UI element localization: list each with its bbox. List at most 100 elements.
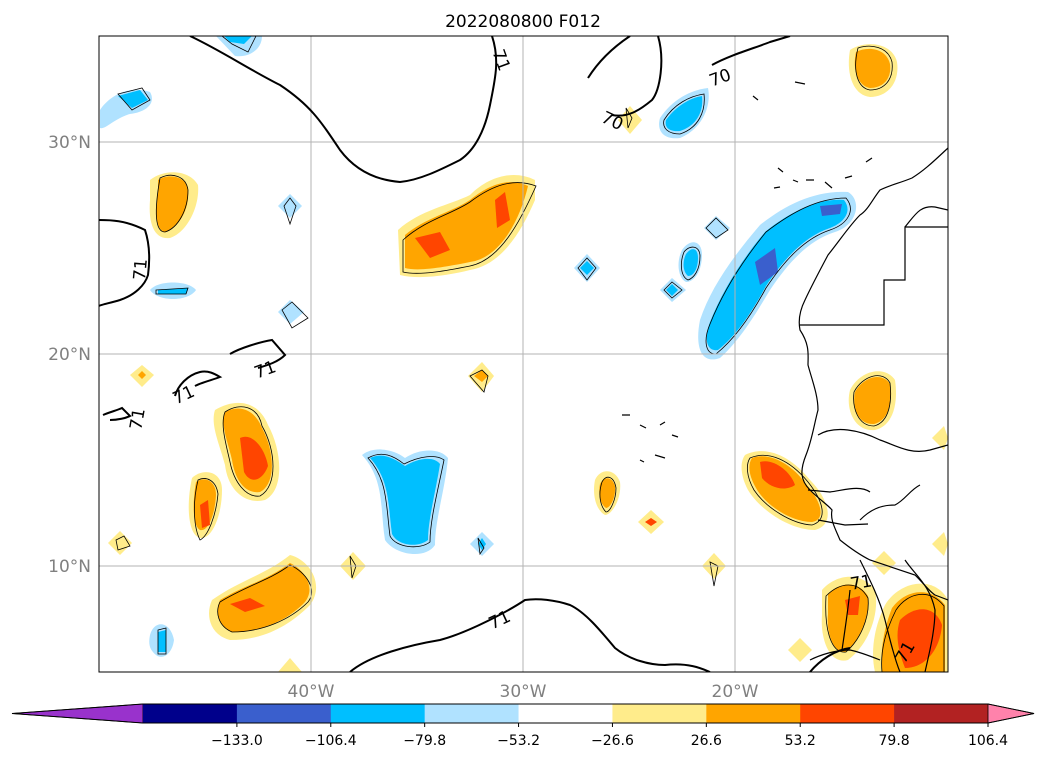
country-border <box>800 226 948 326</box>
colorbar-tick-label: 106.4 <box>968 733 1008 749</box>
contour-line <box>711 36 791 66</box>
outline <box>599 476 617 513</box>
colorbar-tick-label: −133.0 <box>211 733 263 749</box>
colorbar-tick-label: −79.8 <box>403 733 446 749</box>
country-border <box>859 484 921 521</box>
colorbar-tick-label: 26.6 <box>691 733 722 749</box>
country-border <box>817 519 869 526</box>
contour-line <box>229 338 287 369</box>
anomaly-blob <box>156 176 189 232</box>
anomaly-blob <box>158 630 166 652</box>
outline <box>825 584 869 653</box>
anomaly-blob <box>370 455 440 545</box>
anomaly-blob <box>278 300 304 324</box>
outline <box>705 197 851 355</box>
contour-label: 71 <box>126 407 149 432</box>
anomaly-blob <box>118 90 148 108</box>
colorbar-extend-low <box>11 703 144 724</box>
country-border <box>904 559 936 672</box>
outline <box>117 87 151 111</box>
colorbar-swatch <box>706 704 801 723</box>
anomaly-blob <box>138 371 146 379</box>
colorbar-swatch <box>612 704 707 723</box>
outline <box>709 561 719 587</box>
lon-label: 40°W <box>288 682 335 702</box>
outline <box>222 406 274 497</box>
cape-verde <box>622 414 679 463</box>
country-border <box>841 589 851 651</box>
colorbar-swatch <box>236 704 332 723</box>
outline <box>157 627 167 655</box>
contour-line <box>174 370 223 397</box>
map-title: 2022080800 F012 <box>445 12 601 32</box>
anomaly-blob <box>932 532 948 556</box>
contour-line <box>99 219 151 307</box>
outline <box>680 246 701 281</box>
outline <box>577 257 597 281</box>
colorbar-swatch <box>143 704 238 723</box>
outline <box>469 369 489 393</box>
anomaly-blob <box>665 96 703 132</box>
country-border <box>904 206 948 228</box>
anomaly-blob <box>872 551 896 575</box>
outline <box>402 182 537 274</box>
africa-coastline <box>798 147 948 601</box>
contour-line <box>189 36 498 184</box>
outline <box>625 107 633 129</box>
colorbar-tick-label: −53.2 <box>497 733 540 749</box>
anomaly-blob <box>200 500 210 528</box>
outline <box>663 281 683 299</box>
anomaly-blob <box>706 199 848 351</box>
country-border <box>809 649 881 661</box>
contour-line <box>587 36 663 117</box>
country-border <box>807 487 871 493</box>
outline <box>855 45 893 91</box>
outline <box>155 174 189 233</box>
anomaly-blob <box>240 436 268 480</box>
anomaly-blob <box>666 284 678 296</box>
lon-label: 20°W <box>712 682 759 702</box>
outline <box>705 217 729 239</box>
anomaly-blob <box>278 194 302 218</box>
outline <box>349 555 357 579</box>
latitude-labels: 30°N 20°N 10°N <box>48 133 91 577</box>
contour-label: 71 <box>849 571 874 594</box>
colorbar-swatch <box>800 704 895 723</box>
colorbar-frame <box>11 703 1035 724</box>
outline <box>221 36 257 53</box>
anomaly-blob <box>230 598 265 612</box>
colorbar-swatch <box>894 704 989 723</box>
madeira <box>752 81 806 101</box>
anomaly-blob <box>704 216 730 240</box>
anomaly-blob <box>217 563 310 632</box>
lat-label: 10°N <box>48 557 91 577</box>
anomaly-blob <box>854 48 891 88</box>
contour-line <box>809 647 851 672</box>
anomaly-blob <box>820 204 842 216</box>
anomaly-blob <box>645 518 657 526</box>
anomaly-blob <box>415 232 450 258</box>
anomaly-blob <box>224 36 252 44</box>
anomaly-blob <box>495 192 510 228</box>
contour-line <box>102 406 132 421</box>
outline <box>853 375 891 427</box>
outline <box>663 93 705 135</box>
contour-lines <box>99 36 851 672</box>
colorbar-swatch <box>424 704 520 723</box>
outline <box>115 535 131 551</box>
anomaly-blob <box>788 638 812 662</box>
map-frame <box>98 35 949 673</box>
outline <box>477 537 485 556</box>
anomaly-blob <box>854 377 891 425</box>
colorbar-tick-label: 79.8 <box>879 733 910 749</box>
negative-anomaly-shading <box>100 36 857 657</box>
lat-label: 30°N <box>48 133 91 153</box>
coastlines <box>622 81 948 672</box>
anomaly-blob <box>216 36 262 57</box>
colorbar-swatch <box>518 704 613 723</box>
anomaly-blob <box>618 106 642 134</box>
outline <box>194 478 219 541</box>
anomaly-blob <box>683 249 698 276</box>
colorbar-tick-label: 53.2 <box>785 733 816 749</box>
